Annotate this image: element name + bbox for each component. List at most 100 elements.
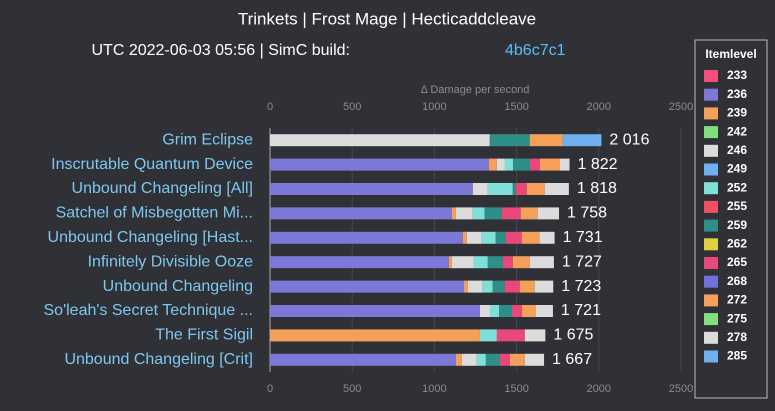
legend-swatch xyxy=(704,331,718,344)
build-link[interactable]: 4b6c7c1 xyxy=(505,42,566,59)
bar-segment xyxy=(482,280,493,293)
legend-swatch xyxy=(704,182,718,195)
legend-label: 262 xyxy=(727,236,747,250)
bar-segment xyxy=(479,305,490,317)
bar-segment xyxy=(270,231,463,244)
bar-segment xyxy=(484,207,502,220)
total-label: 1 758 xyxy=(567,205,607,222)
total-label: 1 818 xyxy=(577,180,617,197)
legend-swatch xyxy=(704,313,718,326)
x-axis-label: Δ Damage per second xyxy=(421,84,530,96)
total-label: 1 675 xyxy=(553,327,593,344)
bar-segment xyxy=(481,231,496,244)
legend-label: 278 xyxy=(727,330,747,344)
bar-segment xyxy=(466,231,482,244)
bar-segment xyxy=(462,231,467,244)
bar-segment xyxy=(499,305,512,317)
category-label: Unbound Changeling [All] xyxy=(72,180,253,197)
total-label: 1 721 xyxy=(561,302,601,319)
bar-segment xyxy=(499,353,510,366)
bar-segment xyxy=(488,158,497,171)
legend-swatch xyxy=(704,126,718,139)
subtitle: UTC 2022-06-03 05:56 | SimC build: xyxy=(91,42,350,59)
x-tick-label: 0 xyxy=(267,101,273,113)
bar-segment xyxy=(487,256,503,269)
bar-segment xyxy=(509,353,525,366)
legend-swatch xyxy=(704,88,718,101)
x-tick-label: 1000 xyxy=(422,383,446,395)
x-tick-label: 1500 xyxy=(504,383,528,395)
legend-label: 249 xyxy=(727,162,747,176)
category-label: So'leah's Secret Technique ... xyxy=(44,302,254,319)
bar-segment xyxy=(501,207,521,220)
category-label: Infinitely Divisible Ooze xyxy=(88,253,254,270)
bar-segment xyxy=(485,353,500,366)
legend-swatch xyxy=(704,70,718,82)
bar-segment xyxy=(472,183,488,195)
category-label: Unbound Changeling [Crit] xyxy=(64,351,253,368)
bar-segment xyxy=(455,207,473,220)
bar-segment xyxy=(270,183,473,195)
bar-segment xyxy=(562,134,602,147)
total-label: 1 723 xyxy=(561,278,601,295)
bar-segment xyxy=(502,256,513,269)
total-label: 2 016 xyxy=(609,131,649,148)
bar-segment xyxy=(539,158,561,171)
x-tick-label: 2500 xyxy=(669,101,693,113)
bar-segment xyxy=(492,280,505,293)
bar-segment xyxy=(473,256,488,269)
bar-segment xyxy=(489,305,500,317)
total-label: 1 667 xyxy=(552,351,592,368)
bar-segment xyxy=(487,183,513,195)
legend-box xyxy=(694,39,768,399)
legend-label: 255 xyxy=(727,199,747,213)
bar-segment xyxy=(539,231,555,244)
x-tick-label: 0 xyxy=(267,383,273,395)
bar-segment xyxy=(451,256,474,269)
total-label: 1 727 xyxy=(562,253,602,270)
chart-title: Trinkets | Frost Mage | Hecticaddcleave xyxy=(238,9,536,28)
legend-label: 239 xyxy=(727,106,747,120)
bar-segment xyxy=(270,207,452,220)
bar-segment xyxy=(544,183,569,195)
legend-label: 272 xyxy=(727,293,747,307)
category-label: Satchel of Misbegotten Mi... xyxy=(56,205,253,222)
bar-segment xyxy=(512,256,530,269)
bar-segment xyxy=(511,305,523,317)
bar-segment xyxy=(515,183,527,195)
bar-segment xyxy=(270,134,490,147)
bar-segment xyxy=(270,329,480,342)
bar-segment xyxy=(529,134,563,147)
x-tick-label: 2500 xyxy=(669,383,693,395)
bar-segment xyxy=(520,207,538,220)
legend-swatch xyxy=(704,294,718,307)
legend-swatch xyxy=(704,275,718,288)
bar-segment xyxy=(495,231,506,244)
bar-segment xyxy=(524,353,545,366)
total-label: 1 822 xyxy=(578,156,618,173)
bar-segment xyxy=(270,353,456,366)
bar-segment xyxy=(467,280,483,293)
bar-segment xyxy=(529,158,540,171)
bar-segment xyxy=(512,158,530,171)
bar-segment xyxy=(504,158,513,171)
legend-swatch xyxy=(704,163,718,176)
legend-swatch xyxy=(704,238,718,251)
bar-segment xyxy=(455,353,462,366)
bar-segment xyxy=(534,280,554,293)
legend-swatch xyxy=(704,257,718,269)
bar-segment xyxy=(270,305,480,317)
legend-title: Itemlevel xyxy=(705,47,756,61)
category-label: Inscrutable Quantum Device xyxy=(51,156,253,173)
x-tick-label: 1500 xyxy=(504,101,528,113)
bar-segment xyxy=(463,280,468,293)
legend-swatch xyxy=(704,350,718,363)
legend-label: 252 xyxy=(727,180,747,194)
bar-segment xyxy=(526,183,545,195)
legend-label: 285 xyxy=(727,349,747,363)
bar-segment xyxy=(496,158,505,171)
bar-segment xyxy=(524,329,546,342)
bar-segment xyxy=(505,231,522,244)
bar-segment xyxy=(537,207,560,220)
